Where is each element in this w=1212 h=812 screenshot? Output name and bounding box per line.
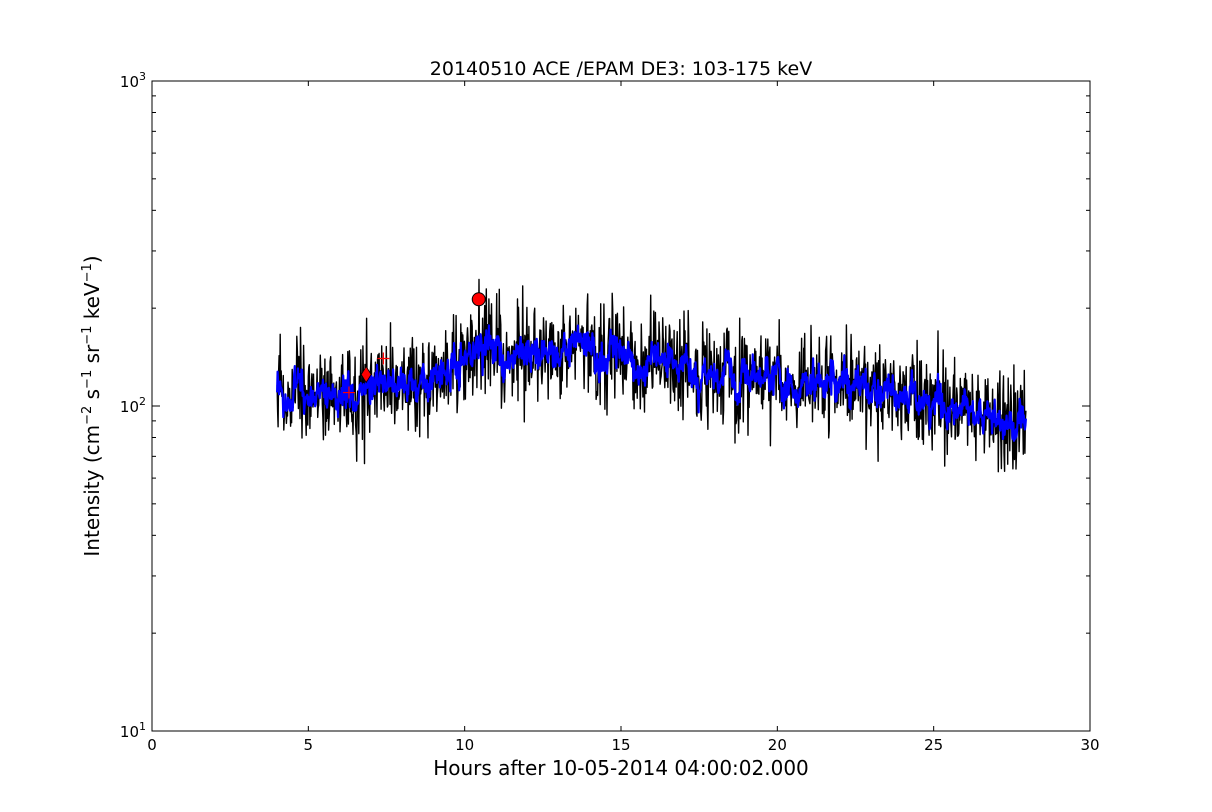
y-tick-label: 102	[120, 395, 146, 416]
x-tick-label: 25	[924, 736, 943, 754]
x-axis-label: Hours after 10-05-2014 04:00:02.000	[433, 756, 809, 780]
x-tick-label: 10	[455, 736, 474, 754]
chart-title: 20140510 ACE /EPAM DE3: 103-175 keV	[430, 58, 812, 80]
plot-area: 0 5 10 15 20 25 30 101 102 103	[120, 70, 1100, 754]
x-tick-label: 20	[768, 736, 787, 754]
marker-plus	[377, 352, 390, 365]
y-tick-label: 103	[120, 70, 146, 91]
x-tick-label: 0	[147, 736, 157, 754]
y-tick-label: 101	[120, 720, 146, 741]
tick-layer: 0 5 10 15 20 25 30 101 102 103	[120, 70, 1100, 754]
series-smoothed-line	[276, 324, 1027, 442]
marker-plus	[342, 386, 355, 399]
x-tick-label: 30	[1080, 736, 1099, 754]
y-axis-label: Intensity (cm−2 s−1 sr−1 keV−1)	[80, 255, 104, 556]
marker-circle	[471, 292, 486, 307]
marker-diamond	[360, 365, 372, 384]
x-tick-label: 15	[611, 736, 630, 754]
marker-layer	[342, 292, 486, 399]
series-layer	[276, 278, 1027, 473]
x-tick-label: 5	[304, 736, 314, 754]
